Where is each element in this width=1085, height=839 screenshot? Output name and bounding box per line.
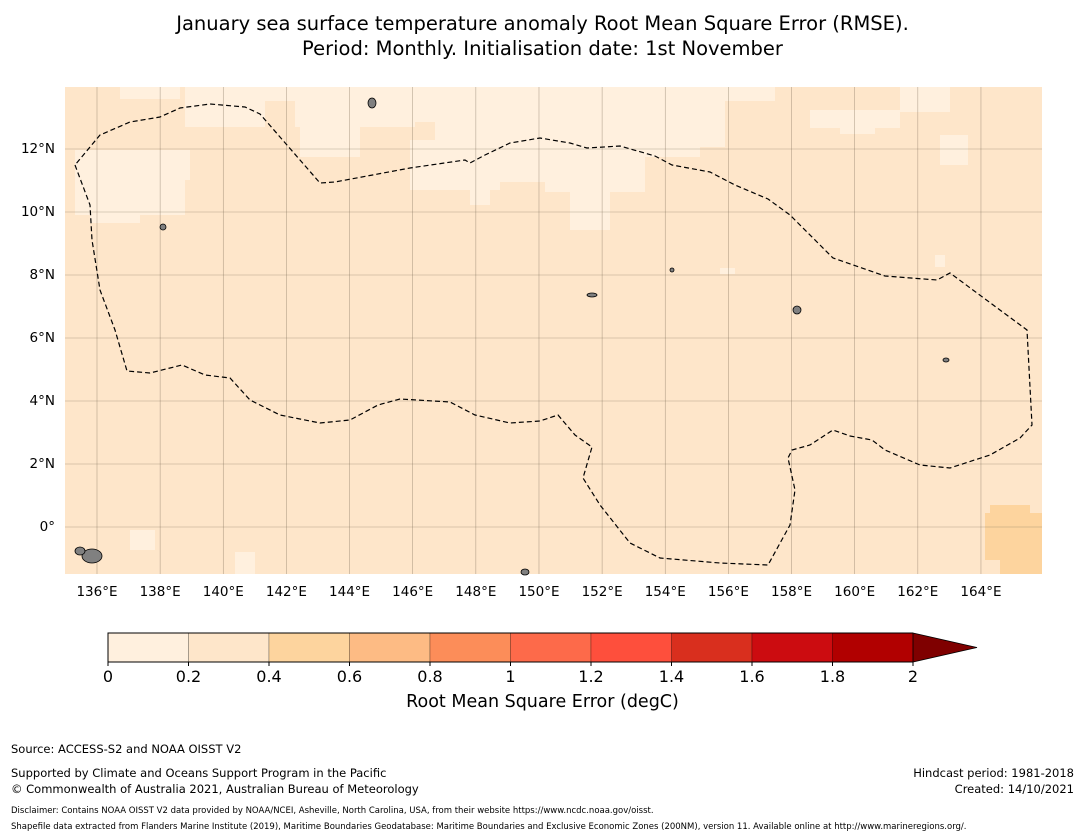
low-rmse-patch bbox=[120, 87, 180, 99]
low-rmse-patch bbox=[265, 87, 295, 101]
low-rmse-patch bbox=[235, 552, 255, 574]
island bbox=[669, 267, 675, 273]
latitude-tick-label: 8°N bbox=[29, 267, 55, 283]
island bbox=[367, 97, 377, 109]
island bbox=[586, 292, 598, 298]
colorbar-tick-label: 2 bbox=[907, 667, 919, 686]
low-rmse-patch bbox=[415, 87, 435, 122]
longitude-tick-label: 142°E bbox=[265, 584, 307, 600]
colorbar-label: Root Mean Square Error (degC) bbox=[406, 692, 679, 712]
low-rmse-patch bbox=[900, 87, 950, 112]
low-rmse-patch bbox=[185, 87, 265, 127]
created-date-text: Created: 14/10/2021 bbox=[954, 782, 1074, 796]
island bbox=[159, 223, 167, 231]
shapefile-credit-text: Shapefile data extracted from Flanders M… bbox=[11, 822, 967, 832]
colorbar-bin bbox=[510, 632, 592, 663]
island bbox=[942, 357, 950, 363]
colorbar-bin bbox=[590, 632, 672, 663]
colorbar-tick-label: 0.8 bbox=[417, 667, 443, 686]
colorbar-extend-arrow bbox=[912, 632, 978, 663]
colorbar-tick-label: 1.6 bbox=[739, 667, 765, 686]
colorbar-tick-label: 0.4 bbox=[256, 667, 282, 686]
longitude-tick-label: 138°E bbox=[139, 584, 181, 600]
low-rmse-patch bbox=[90, 215, 140, 223]
latitude-tick-label: 10°N bbox=[20, 204, 55, 220]
low-rmse-patch bbox=[130, 530, 155, 550]
colorbar-bin bbox=[832, 632, 914, 663]
colorbar-bin bbox=[429, 632, 511, 663]
longitude-tick-label: 140°E bbox=[202, 584, 244, 600]
low-rmse-patch bbox=[570, 192, 610, 230]
latitude-tick-label: 6°N bbox=[29, 330, 55, 346]
longitude-tick-label: 148°E bbox=[455, 584, 497, 600]
colorbar-bin bbox=[751, 632, 833, 663]
longitude-tick-label: 144°E bbox=[329, 584, 371, 600]
colorbar-bin bbox=[349, 632, 431, 663]
low-rmse-patch bbox=[720, 268, 735, 274]
longitude-tick-label: 162°E bbox=[897, 584, 939, 600]
longitude-tick-label: 164°E bbox=[960, 584, 1002, 600]
latitude-tick-label: 2°N bbox=[29, 456, 55, 472]
colorbar-tick-label: 0.2 bbox=[175, 667, 202, 686]
low-rmse-patch bbox=[545, 147, 645, 192]
low-rmse-patch bbox=[360, 87, 400, 107]
low-rmse-patch bbox=[470, 180, 490, 205]
colorbar-tick-label: 1.4 bbox=[658, 667, 685, 686]
longitude-tick-label: 156°E bbox=[707, 584, 749, 600]
figure-title-line2: Period: Monthly. Initialisation date: 1s… bbox=[302, 37, 783, 60]
longitude-tick-label: 158°E bbox=[771, 584, 813, 600]
supported-text: Supported by Climate and Oceans Support … bbox=[11, 766, 387, 780]
colorbar-bin bbox=[268, 632, 350, 663]
longitude-tick-label: 150°E bbox=[518, 584, 560, 600]
colorbar-tick-label: 0.6 bbox=[336, 667, 363, 686]
source-text: Source: ACCESS-S2 and NOAA OISST V2 bbox=[11, 742, 242, 756]
low-rmse-patch bbox=[300, 127, 360, 157]
hindcast-period-text: Hindcast period: 1981-2018 bbox=[913, 766, 1074, 780]
figure-title-line1: January sea surface temperature anomaly … bbox=[176, 12, 909, 35]
low-rmse-patch bbox=[630, 175, 645, 190]
colorbar-tick-label: 1.8 bbox=[819, 667, 846, 686]
longitude-tick-label: 160°E bbox=[834, 584, 876, 600]
low-rmse-patch bbox=[640, 147, 700, 157]
latitude-tick-label: 12°N bbox=[20, 141, 55, 157]
latitude-tick-label: 0° bbox=[39, 519, 55, 535]
low-rmse-patch bbox=[810, 110, 900, 128]
longitude-tick-label: 146°E bbox=[392, 584, 434, 600]
longitude-tick-label: 136°E bbox=[76, 584, 118, 600]
low-rmse-patch bbox=[935, 255, 945, 267]
longitude-tick-label: 152°E bbox=[581, 584, 623, 600]
colorbar-tick-label: 1 bbox=[505, 667, 516, 686]
longitude-tick-label: 154°E bbox=[644, 584, 686, 600]
disclaimer-text: Disclaimer: Contains NOAA OISST V2 data … bbox=[11, 806, 654, 816]
latitude-tick-label: 4°N bbox=[29, 393, 55, 409]
colorbar-bin bbox=[107, 632, 189, 663]
island bbox=[74, 546, 86, 556]
colorbar-tick-label: 0 bbox=[102, 667, 114, 686]
low-rmse-patch bbox=[140, 150, 190, 180]
colorbar-bin bbox=[188, 632, 270, 663]
low-rmse-patch bbox=[725, 87, 775, 101]
colorbar-tick-label: 1.2 bbox=[578, 667, 604, 686]
island bbox=[520, 568, 530, 576]
eez-boundary-line bbox=[74, 103, 1033, 566]
island bbox=[792, 305, 802, 315]
low-rmse-patch bbox=[840, 128, 875, 134]
higher-rmse-patch bbox=[985, 505, 1042, 574]
low-rmse-patch bbox=[435, 87, 725, 147]
island bbox=[81, 548, 103, 564]
low-rmse-patch bbox=[940, 135, 968, 165]
colorbar-bin bbox=[671, 632, 753, 663]
copyright-text: © Commonwealth of Australia 2021, Austra… bbox=[11, 782, 419, 796]
